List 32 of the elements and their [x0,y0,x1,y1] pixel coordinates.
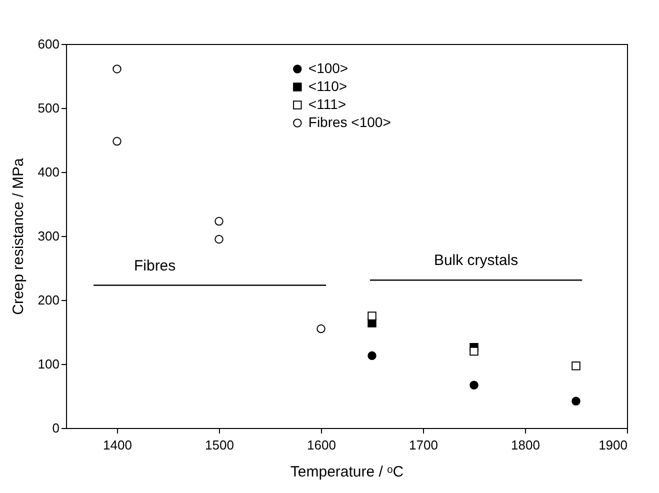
x-tick-label: 1900 [598,438,628,452]
x-axis-title: Temperature / ᵒC [290,464,404,480]
legend-label: Fibres <100> [308,114,391,130]
point [368,312,376,320]
point [470,346,478,356]
x-tick-label: 1600 [307,438,336,452]
x-tick-label: 1500 [205,438,234,452]
point [112,64,122,74]
y-tick-label: 500 [38,100,60,116]
y-tick-label: 300 [38,228,60,244]
y-tick-label: 100 [38,356,60,372]
y-tick-label: 400 [38,164,60,180]
point [572,396,580,406]
point [572,362,580,370]
annotation: Bulk crystals [434,252,518,270]
y-axis-title: Creep resistance / MPa [10,157,27,315]
point [214,234,224,244]
point [214,216,224,226]
x-tick-label: 1400 [103,438,132,452]
legend-label: <111> [308,96,346,112]
x-tick-label: 1800 [511,438,540,452]
legend-label: <100> [308,60,348,76]
point [316,324,326,334]
point [470,380,478,390]
x-tick-label: 1700 [409,438,438,452]
y-tick-label: 0 [52,420,60,436]
annotation: Fibres [134,257,176,274]
point [112,136,122,146]
y-tick-label: 600 [38,36,60,52]
point [368,351,376,360]
y-tick-label: 200 [38,292,60,308]
legend-label: <110> [308,78,348,94]
